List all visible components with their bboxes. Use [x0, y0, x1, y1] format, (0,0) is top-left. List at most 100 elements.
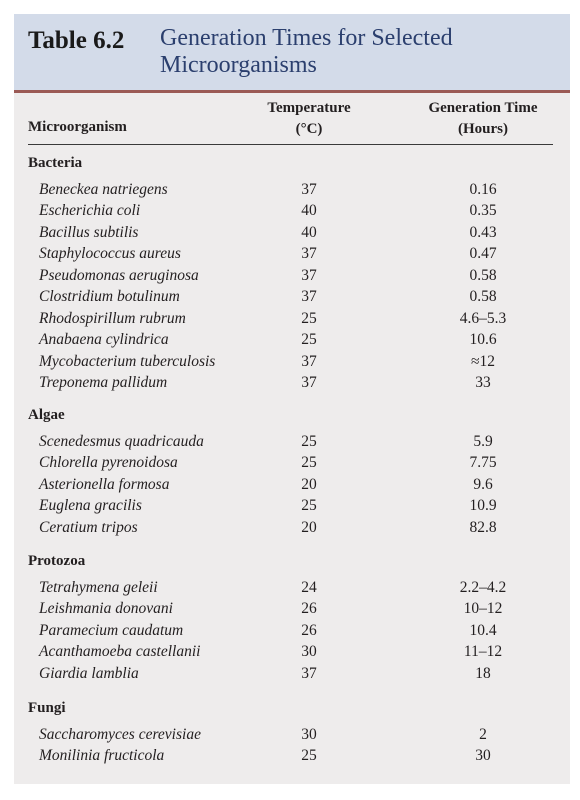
organism-cell: Treponema pallidum: [39, 374, 168, 392]
organism-cell: Clostridium botulinum: [39, 288, 180, 306]
temperature-cell: 30: [301, 643, 317, 661]
temperature-header-line-1: Temperature: [267, 100, 351, 116]
temperature-cell: 24: [301, 579, 317, 596]
table-row: Anabaena cylindrica 25 10.6: [14, 329, 570, 350]
organism-cell: Monilinia fructicola: [39, 747, 165, 765]
table-row: Mycobacterium tuberculosis 37 ≈12: [14, 351, 570, 372]
organism-cell: Staphylococcus aureus: [39, 245, 181, 263]
generation-time-cell: ≈12: [470, 352, 495, 370]
temperature-cell: 25: [301, 309, 317, 327]
temperature-cell: 26: [301, 600, 317, 618]
table-row: Leishmania donovani 26 10–12: [14, 598, 570, 619]
generation-time-cell: 2: [479, 726, 487, 743]
temperature-cell: 40: [301, 223, 317, 241]
generation-time-cell: 30: [475, 747, 491, 765]
generation-time-cell: 18: [475, 664, 491, 682]
organism-cell: Anabaena cylindrica: [39, 331, 169, 349]
table-row: Giardia lamblia 37 18: [14, 663, 570, 684]
organism-cell: Mycobacterium tuberculosis: [39, 352, 216, 370]
table-row: Escherichia coli 40 0.35: [14, 200, 570, 221]
generation-time-cell: 7.75: [469, 454, 497, 472]
table-title-bar: Table 6.2 Generation Times for Selected …: [14, 14, 570, 90]
organism-cell: Paramecium caudatum: [39, 621, 184, 639]
generation-time-cell: 0.47: [469, 245, 497, 263]
generation-time-cell: 0.43: [469, 223, 497, 241]
table-title: Generation Times for Selected Microorgan…: [160, 25, 540, 79]
temperature-cell: 37: [301, 266, 317, 284]
organism-cell: Leishmania donovani: [39, 600, 173, 618]
organism-cell: Beneckea natriegens: [39, 181, 168, 198]
table-panel: Table 6.2 Generation Times for Selected …: [14, 14, 570, 784]
organism-cell: Rhodospirillum rubrum: [39, 309, 186, 327]
temperature-cell: 37: [301, 245, 317, 263]
table-row: Monilinia fructicola 25 30: [14, 745, 570, 766]
organism-cell: Chlorella pyrenoidosa: [39, 454, 178, 472]
generation-time-cell: 0.58: [469, 266, 497, 284]
table-label: Table 6.2: [28, 27, 125, 54]
organism-cell: Escherichia coli: [39, 202, 141, 220]
table-row: Saccharomyces cerevisiae 30 2: [14, 724, 570, 745]
table-row: Clostridium botulinum 37 0.58: [14, 286, 570, 307]
table-row: Euglena gracilis 25 10.9: [14, 495, 570, 516]
group-title-bacteria: Bacteria: [28, 155, 83, 171]
temperature-cell: 25: [301, 497, 317, 515]
column-header-temperature: Temperature (°C): [234, 98, 384, 140]
temperature-cell: 20: [301, 475, 317, 493]
generation-header-line-2: (Hours): [458, 121, 508, 137]
organism-cell: Saccharomyces cerevisiae: [39, 726, 201, 743]
table-title-line-2: Microorganisms: [160, 52, 317, 78]
generation-time-cell: 2.2–4.2: [459, 579, 507, 596]
column-header-organism: Microorganism: [28, 119, 127, 135]
organism-cell: Euglena gracilis: [39, 497, 142, 515]
organism-cell: Tetrahymena geleii: [39, 579, 158, 596]
group-title-algae: Algae: [28, 407, 65, 423]
generation-time-cell: 10.9: [469, 497, 497, 515]
table-row: Staphylococcus aureus 37 0.47: [14, 243, 570, 264]
temperature-cell: 25: [301, 331, 317, 349]
temperature-cell: 37: [301, 664, 317, 682]
table-row: Beneckea natriegens 37 0.16: [14, 179, 570, 200]
organism-cell: Acanthamoeba castellanii: [39, 643, 201, 661]
temperature-cell: 25: [301, 747, 317, 765]
temperature-cell: 25: [301, 454, 317, 472]
generation-time-cell: 0.35: [469, 202, 497, 220]
generation-time-cell: 33: [475, 374, 491, 392]
temperature-cell: 37: [301, 288, 317, 306]
organism-cell: Scenedesmus quadricauda: [39, 433, 204, 450]
generation-time-cell: 82.8: [469, 518, 497, 536]
group-title-fungi: Fungi: [28, 700, 66, 716]
temperature-cell: 37: [301, 181, 317, 198]
temperature-cell: 25: [301, 433, 317, 450]
organism-cell: Pseudomonas aeruginosa: [39, 266, 199, 284]
generation-time-cell: 0.16: [469, 181, 497, 198]
temperature-cell: 40: [301, 202, 317, 220]
generation-time-cell: 10–12: [463, 600, 503, 618]
table-row: Bacillus subtilis 40 0.43: [14, 222, 570, 243]
table-row: Pseudomonas aeruginosa 37 0.58: [14, 265, 570, 286]
table-row: Tetrahymena geleii 24 2.2–4.2: [14, 577, 570, 598]
table-row: Paramecium caudatum 26 10.4: [14, 620, 570, 641]
table-row: Chlorella pyrenoidosa 25 7.75: [14, 452, 570, 473]
group-title-protozoa: Protozoa: [28, 553, 86, 569]
organism-cell: Giardia lamblia: [39, 664, 139, 682]
temperature-cell: 37: [301, 352, 317, 370]
column-header-generation-time: Generation Time (Hours): [403, 98, 563, 140]
table-row: Treponema pallidum 37 33: [14, 372, 570, 393]
temperature-header-line-2: (°C): [295, 121, 323, 137]
table-row: Rhodospirillum rubrum 25 4.6–5.3: [14, 308, 570, 329]
temperature-cell: 37: [301, 374, 317, 392]
generation-time-cell: 10.6: [469, 331, 497, 349]
generation-time-cell: 9.6: [473, 475, 493, 493]
temperature-cell: 30: [301, 726, 317, 743]
generation-header-line-1: Generation Time: [428, 100, 538, 116]
table-row: Asterionella formosa 20 9.6: [14, 474, 570, 495]
organism-cell: Ceratium tripos: [39, 518, 138, 536]
generation-time-cell: 4.6–5.3: [459, 309, 507, 327]
generation-time-cell: 5.9: [473, 433, 493, 450]
table-row: Acanthamoeba castellanii 30 11–12: [14, 641, 570, 662]
temperature-cell: 20: [301, 518, 317, 536]
table-title-line-1: Generation Times for Selected: [160, 25, 453, 51]
table-row: Ceratium tripos 20 82.8: [14, 517, 570, 538]
header-divider: [28, 144, 553, 145]
organism-cell: Bacillus subtilis: [39, 223, 139, 241]
